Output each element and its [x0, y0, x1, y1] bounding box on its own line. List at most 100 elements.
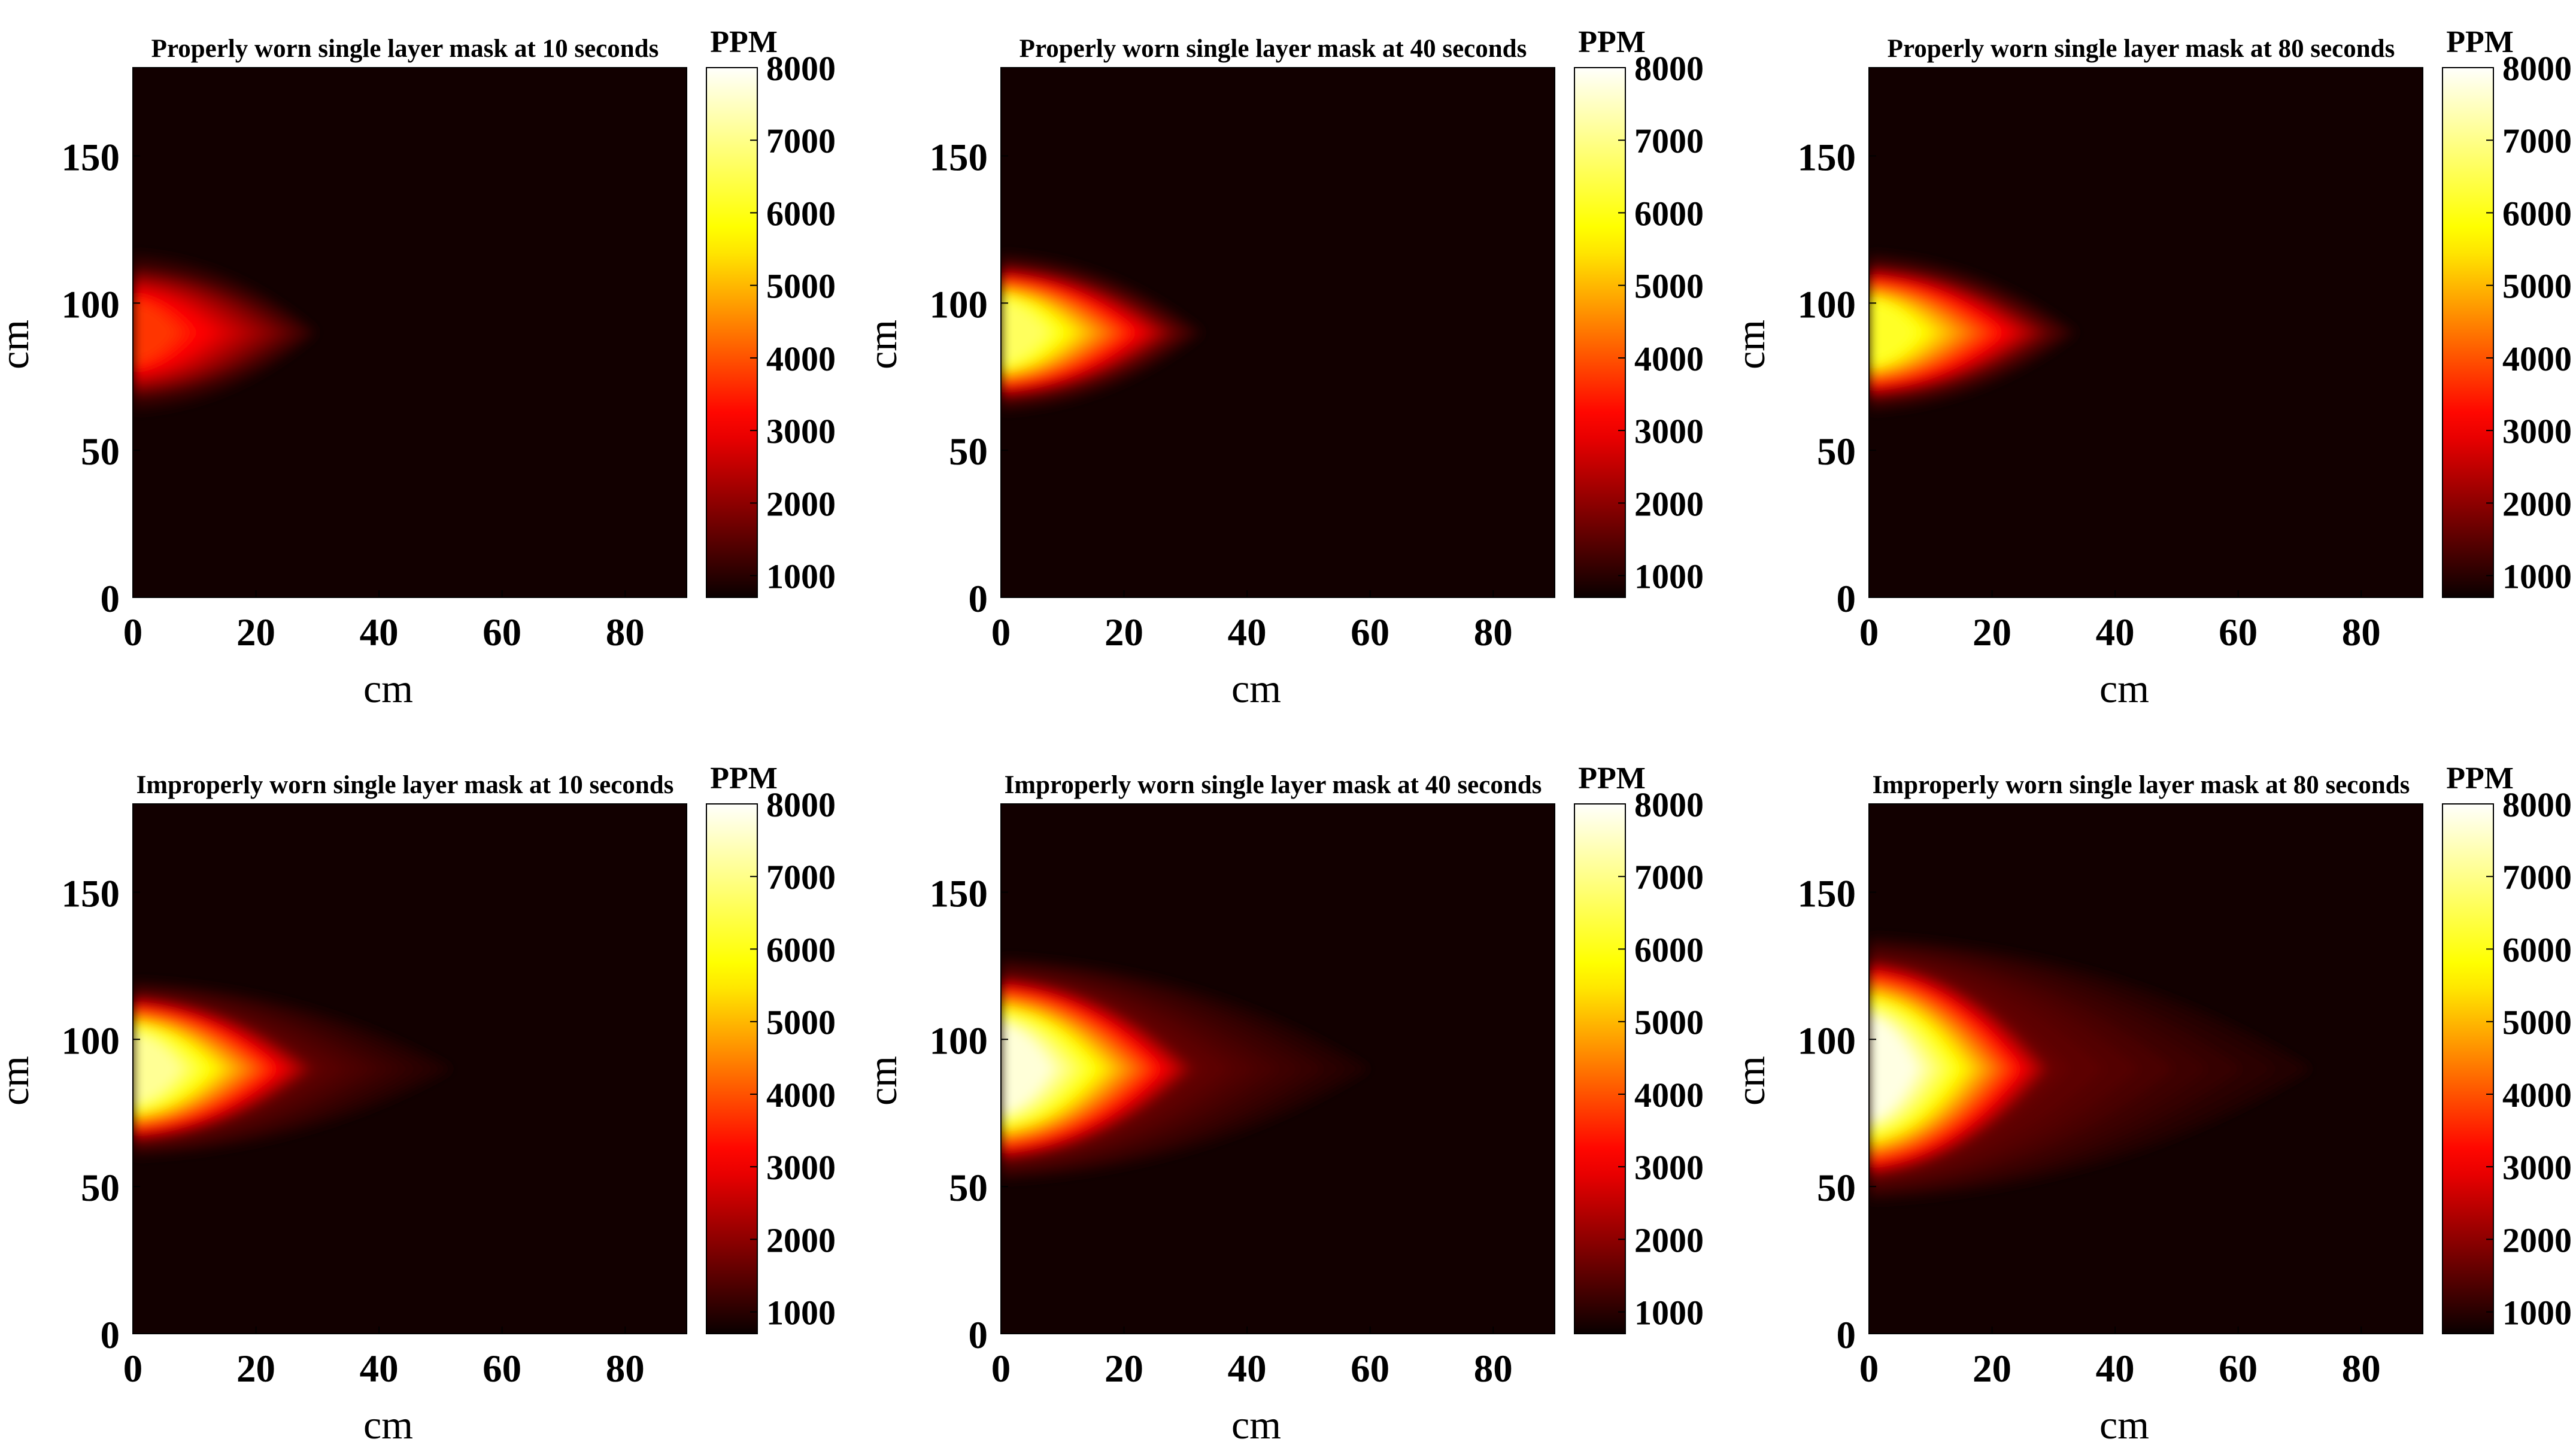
y-tick-label: 150: [930, 136, 988, 180]
colorbar-title: PPM: [1578, 25, 1646, 59]
y-tick-label: 0: [101, 1314, 120, 1357]
y-tick-label: 150: [62, 873, 120, 916]
x-tick-label: 40: [360, 611, 399, 654]
x-tick-label: 80: [2342, 611, 2381, 654]
x-tick-label: 0: [123, 611, 143, 654]
y-axis-label: cm: [1728, 1056, 1773, 1106]
colorbar-gradient: [2442, 67, 2494, 598]
y-tick-label: 100: [930, 1019, 988, 1063]
x-tick-label: 20: [1973, 1347, 2011, 1391]
colorbar-tick-label: 5000: [1634, 267, 1704, 306]
y-tick-label: 150: [1798, 136, 1856, 180]
colorbar-tick-label: 5000: [2502, 1003, 2572, 1042]
axes-frame: [132, 67, 687, 598]
colorbar-tick-label: 1000: [1634, 1294, 1704, 1332]
colorbar-tick-label: 3000: [766, 412, 836, 451]
y-axis-label: cm: [860, 320, 905, 369]
plume-band: [1869, 1018, 1916, 1119]
heatmap-plume: [1001, 253, 1204, 412]
plume-band: [1001, 302, 1046, 363]
axes-frame: [132, 803, 687, 1334]
colorbar-tick-label: 8000: [1634, 785, 1704, 824]
heatmap-plume: [1869, 936, 2312, 1201]
x-tick-label: 20: [1105, 611, 1143, 654]
x-tick-label: 80: [606, 611, 645, 654]
panel-6: Improperly worn single layer mask at 80 …: [1728, 761, 2572, 1447]
colorbar-tick-label: 8000: [2502, 49, 2572, 88]
x-tick-label: 80: [2342, 1347, 2381, 1391]
colorbar-title: PPM: [2446, 761, 2514, 796]
x-tick-label: 40: [360, 1347, 399, 1391]
y-tick-label: 100: [1798, 1019, 1856, 1063]
colorbar-tick-label: 1000: [766, 557, 836, 596]
y-tick-label: 100: [930, 283, 988, 326]
colorbar-tick-label: 6000: [2502, 930, 2572, 969]
x-tick-label: 20: [1105, 1347, 1143, 1391]
x-tick-label: 40: [1228, 1347, 1267, 1391]
plot-title: Properly worn single layer mask at 80 se…: [1888, 35, 2395, 63]
colorbar-tick-label: 4000: [766, 1076, 836, 1115]
x-tick-label: 20: [236, 611, 275, 654]
colorbar-gradient: [706, 803, 758, 1334]
colorbar-tick-label: 8000: [766, 49, 836, 88]
x-tick-label: 80: [1474, 1347, 1513, 1391]
colorbar-tick-label: 4000: [766, 339, 836, 378]
colorbar-tick-label: 8000: [1634, 49, 1704, 88]
plot-title: Properly worn single layer mask at 10 se…: [151, 35, 659, 63]
colorbar-gradient: [2442, 803, 2494, 1334]
x-axis-label: cm: [1231, 1402, 1281, 1445]
x-tick-label: 20: [236, 1347, 275, 1391]
colorbar-tick-label: 1000: [1634, 557, 1704, 596]
x-axis-label: cm: [1231, 666, 1281, 711]
x-tick-label: 40: [1228, 611, 1267, 654]
colorbar-tick-label: 2000: [2502, 1221, 2572, 1259]
axes-frame: [1868, 67, 2423, 598]
colorbar-tick-label: 2000: [766, 1221, 836, 1259]
colorbar-tick-label: 3000: [766, 1148, 836, 1187]
y-tick-label: 50: [81, 1167, 120, 1210]
plot-title: Improperly worn single layer mask at 40 …: [1005, 771, 1542, 799]
plume-band: [133, 1035, 180, 1103]
colorbar-tick-label: 6000: [1634, 194, 1704, 233]
colorbar-tick-label: 7000: [766, 858, 836, 897]
panel-5: Improperly worn single layer mask at 40 …: [860, 761, 1704, 1447]
colorbar-tick-label: 6000: [766, 194, 836, 233]
heatmap-plume: [1001, 957, 1370, 1181]
colorbar-gradient: [1574, 67, 1626, 598]
colorbar-title: PPM: [1578, 761, 1646, 796]
colorbar-gradient: [1574, 803, 1626, 1334]
x-tick-label: 60: [2219, 611, 2258, 654]
plot-title: Improperly worn single layer mask at 10 …: [136, 771, 674, 799]
x-tick-label: 60: [483, 1347, 521, 1391]
x-tick-label: 0: [991, 1347, 1011, 1391]
colorbar-tick-label: 2000: [1634, 484, 1704, 523]
axes-frame: [1000, 67, 1555, 598]
x-axis-label: cm: [363, 666, 413, 711]
x-axis-label: cm: [363, 1402, 413, 1445]
y-tick-label: 0: [969, 578, 988, 621]
x-tick-label: 60: [1351, 611, 1389, 654]
colorbar-title: PPM: [710, 761, 778, 796]
axes-frame: [1000, 803, 1555, 1334]
colorbar-tick-label: 2000: [766, 484, 836, 523]
colorbar-tick-label: 6000: [766, 930, 836, 969]
x-tick-label: 60: [483, 611, 521, 654]
y-axis-label: cm: [0, 1056, 37, 1106]
y-tick-label: 0: [1837, 1314, 1856, 1357]
colorbar-tick-label: 6000: [1634, 930, 1704, 969]
colorbar-tick-label: 5000: [766, 1003, 836, 1042]
colorbar-tick-label: 4000: [2502, 339, 2572, 378]
heatmap-plume: [133, 980, 453, 1157]
colorbar-tick-label: 1000: [2502, 557, 2572, 596]
panel-4: Improperly worn single layer mask at 10 …: [0, 761, 836, 1447]
y-axis-label: cm: [0, 320, 37, 369]
panel-2: Properly worn single layer mask at 40 se…: [860, 25, 1704, 711]
axes-frame: [1868, 803, 2423, 1334]
colorbar-tick-label: 5000: [1634, 1003, 1704, 1042]
y-tick-label: 50: [1817, 430, 1856, 473]
plot-title: Properly worn single layer mask at 40 se…: [1020, 35, 1527, 63]
colorbar-tick-label: 8000: [2502, 785, 2572, 824]
